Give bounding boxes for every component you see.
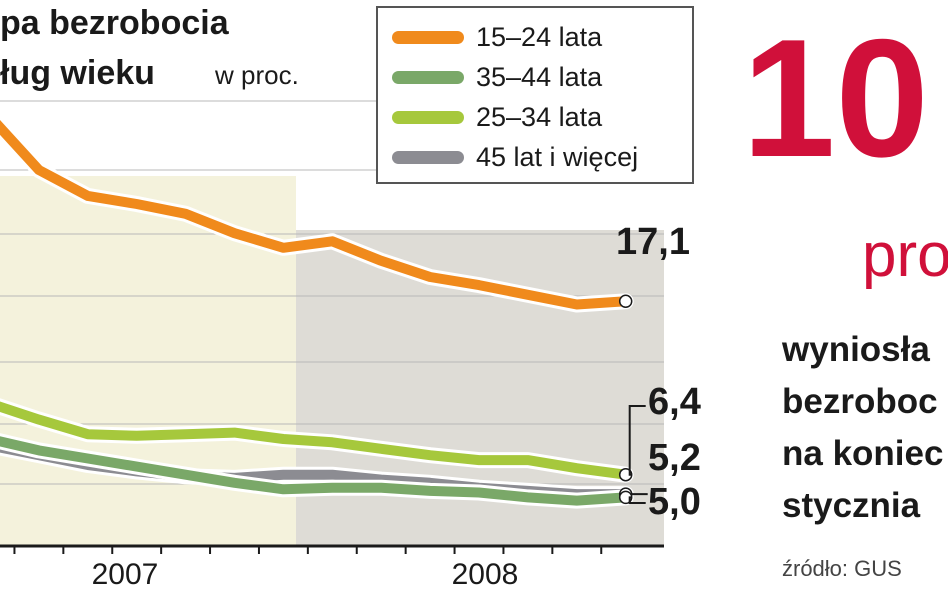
chart-title-line1: pa bezrobocia xyxy=(0,4,229,42)
label-leader xyxy=(628,496,646,504)
data-point xyxy=(135,434,139,438)
data-point xyxy=(330,440,334,444)
highlight-value: 10 xyxy=(742,4,929,192)
x-tick-label: 2008 xyxy=(452,558,519,591)
data-point xyxy=(575,303,579,307)
data-point xyxy=(184,473,188,477)
data-point xyxy=(233,431,236,435)
chart-title-line2: ług wieku xyxy=(0,54,155,92)
data-point xyxy=(575,466,579,470)
data-point xyxy=(233,481,236,485)
legend-swatch-orange xyxy=(392,30,464,44)
highlight-desc-line1: wyniosła xyxy=(782,330,930,369)
data-point xyxy=(477,491,481,495)
data-point xyxy=(135,465,139,469)
legend-label: 25–34 lata xyxy=(476,101,603,132)
data-point xyxy=(428,275,432,279)
chart-legend: 15–24 lata 35–44 lata 25–34 lata 45 lat … xyxy=(376,6,694,184)
data-label: 5,0 xyxy=(648,481,701,523)
legend-label: 15–24 lata xyxy=(476,21,603,52)
series-line xyxy=(0,401,631,480)
legend-swatch-dark-green xyxy=(392,70,464,84)
data-point xyxy=(526,458,530,462)
data-point xyxy=(379,259,383,263)
highlight-desc-line4: stycznia xyxy=(782,486,921,525)
data-point xyxy=(379,447,383,451)
data-point xyxy=(575,499,579,503)
data-point xyxy=(281,437,285,441)
series-line xyxy=(0,436,631,506)
chart-unit-label: w proc. xyxy=(215,60,299,90)
data-point xyxy=(330,473,334,477)
highlight-unit: pro xyxy=(862,221,948,290)
data-point xyxy=(86,432,90,436)
data-point xyxy=(281,246,285,250)
data-point xyxy=(281,487,285,491)
x-tick-label: 2007 xyxy=(92,558,159,591)
data-point xyxy=(330,239,334,243)
highlight-panel: 10 pro wyniosła bezroboc na koniec stycz… xyxy=(740,0,948,593)
data-point xyxy=(477,283,481,287)
legend-item-45-plus: 45 lat i więcej xyxy=(392,140,638,174)
legend-item-15-24: 15–24 lata xyxy=(392,20,602,54)
legend-item-25-34: 25–34 lata xyxy=(392,100,602,134)
legend-item-35-44: 35–44 lata xyxy=(392,60,602,94)
legend-label: 45 lat i więcej xyxy=(476,141,639,172)
data-point xyxy=(135,202,139,206)
data-point xyxy=(184,432,188,436)
data-point xyxy=(37,168,41,172)
source-note: źródło: GUS xyxy=(782,556,902,581)
data-point xyxy=(477,458,481,462)
data-point xyxy=(379,486,383,490)
data-point xyxy=(526,293,530,297)
data-point xyxy=(233,231,236,235)
data-point xyxy=(428,453,432,457)
data-label: 17,1 xyxy=(616,221,690,263)
data-point xyxy=(86,194,90,198)
highlight-desc-line2: bezroboc xyxy=(782,382,938,421)
data-point xyxy=(184,212,188,216)
legend-label: 35–44 lata xyxy=(476,61,603,92)
data-point xyxy=(86,456,90,460)
highlight-desc-line3: na koniec xyxy=(782,434,944,473)
label-leader xyxy=(628,405,646,476)
data-point xyxy=(526,495,530,499)
legend-swatch-gray xyxy=(392,150,464,164)
end-marker xyxy=(618,294,633,309)
legend-swatch-light-green xyxy=(392,110,464,124)
data-label: 6,4 xyxy=(648,381,701,423)
data-point xyxy=(330,486,334,490)
data-point xyxy=(37,448,41,452)
data-point xyxy=(37,418,41,422)
data-point xyxy=(281,473,285,477)
series-line xyxy=(0,120,631,310)
data-label: 5,2 xyxy=(648,437,701,479)
data-point xyxy=(428,489,432,493)
